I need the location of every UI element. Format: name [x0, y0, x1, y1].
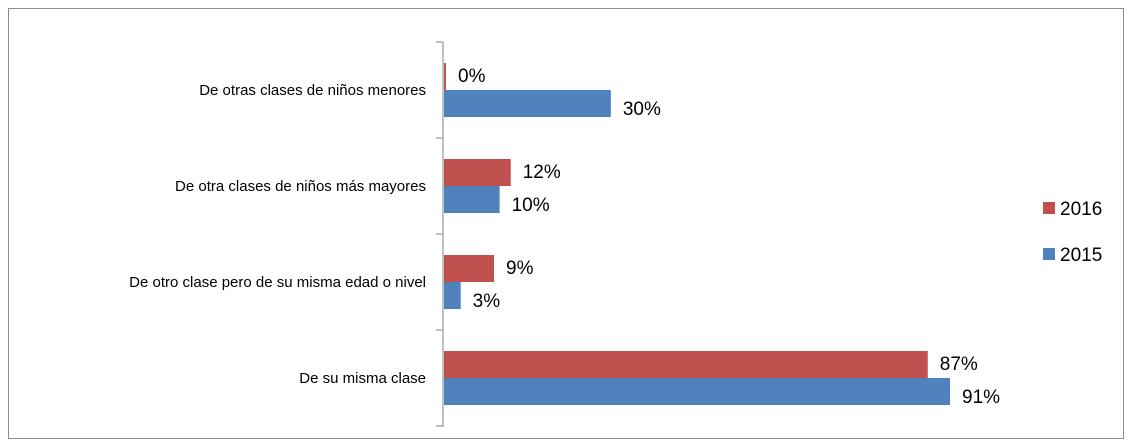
- bar-2016: [444, 63, 446, 90]
- data-label-2015: 30%: [623, 99, 661, 120]
- data-label-2015: 91%: [962, 387, 1000, 408]
- legend-swatch-2016: [1043, 202, 1055, 214]
- category-label: De otras clases de niños menores: [199, 82, 426, 99]
- category-label: De su misma clase: [299, 370, 426, 387]
- bar-2016: [444, 351, 928, 378]
- bar-2015: [444, 282, 461, 309]
- data-label-2016: 9%: [506, 258, 534, 279]
- legend-label-2015: 2015: [1060, 245, 1102, 266]
- category-label: De otro clase pero de su misma edad o ni…: [129, 274, 426, 291]
- data-label-2016: 12%: [523, 162, 561, 183]
- data-label-2016: 0%: [458, 66, 486, 87]
- bar-2016: [444, 255, 495, 282]
- bar-2015: [444, 90, 611, 117]
- bar-2015: [444, 378, 950, 405]
- bar-2015: [444, 186, 500, 213]
- category-label: De otra clases de niños más mayores: [175, 178, 426, 195]
- data-label-2015: 3%: [473, 291, 501, 312]
- data-label-2016: 87%: [940, 354, 978, 375]
- bar-2016: [444, 159, 511, 186]
- legend-swatch-2015: [1043, 248, 1055, 260]
- legend-label-2016: 2016: [1060, 199, 1102, 220]
- data-label-2015: 10%: [512, 195, 550, 216]
